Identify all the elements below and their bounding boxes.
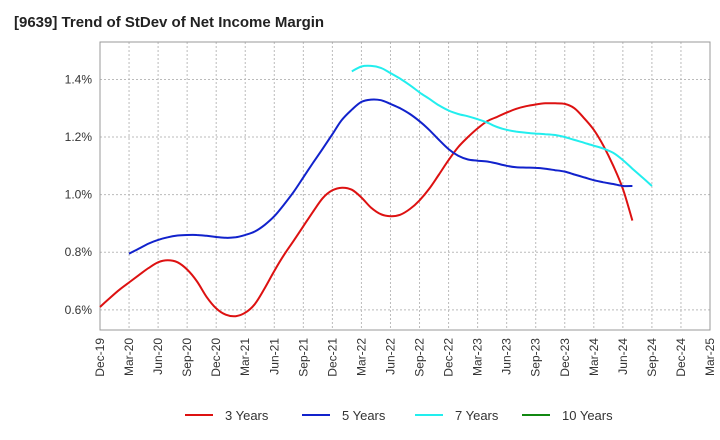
- plot-area: [100, 42, 710, 330]
- x-tick-label: Jun-23: [500, 338, 514, 375]
- series-line-5-years: [128, 98, 633, 255]
- x-tick-label: Dec-20: [209, 338, 223, 377]
- series-line-3-years: [99, 102, 634, 318]
- x-tick-label: Mar-20: [122, 338, 136, 376]
- series-lines: [99, 64, 653, 318]
- legend-label-3-years: 3 Years: [225, 408, 269, 423]
- x-tick-label: Dec-22: [442, 338, 456, 377]
- x-tick-label: Jun-22: [383, 338, 397, 375]
- x-tick-label: Sep-20: [180, 338, 194, 377]
- y-tick-label: 0.6%: [65, 303, 93, 317]
- x-tick-label: Mar-21: [238, 338, 252, 376]
- series-line-7-years: [351, 64, 653, 187]
- x-tick-label: Jun-20: [151, 338, 165, 375]
- x-tick-label: Mar-22: [354, 338, 368, 376]
- x-tick-label: Sep-21: [296, 338, 310, 377]
- y-tick-label: 1.0%: [65, 188, 93, 202]
- x-tick-label: Mar-24: [587, 338, 601, 376]
- x-tick-label: Sep-24: [645, 338, 659, 377]
- x-tick-label: Mar-25: [703, 338, 717, 376]
- legend-label-5-years: 5 Years: [342, 408, 386, 423]
- x-tick-label: Dec-23: [558, 338, 572, 377]
- y-tick-label: 0.8%: [65, 245, 93, 259]
- legend-label-7-years: 7 Years: [455, 408, 499, 423]
- chart-title: [9639] Trend of StDev of Net Income Marg…: [14, 14, 325, 31]
- x-tick-label: Jun-21: [267, 338, 281, 375]
- x-tick-label: Mar-23: [471, 338, 485, 376]
- x-tick-label: Dec-21: [325, 338, 339, 377]
- x-tick-label: Dec-24: [674, 338, 688, 377]
- x-axis: Dec-19 Mar-20 Jun-20 Sep-20 Dec-20 Mar-21 Jun-…: [93, 338, 717, 377]
- plot-border: [99, 41, 711, 331]
- y-tick-label: 1.2%: [65, 130, 93, 144]
- legend-label-10-years: 10 Years: [562, 408, 613, 423]
- y-axis: 0.6% 0.8% 1.0% 1.2% 1.4%: [65, 72, 93, 316]
- x-tick-label: Sep-22: [413, 338, 427, 377]
- x-tick-label: Jun-24: [616, 338, 630, 375]
- x-tick-label: Dec-19: [93, 338, 107, 377]
- legend: 3 Years 5 Years 7 Years 10 Years: [185, 408, 613, 423]
- x-tick-label: Sep-23: [529, 338, 543, 377]
- y-tick-label: 1.4%: [65, 72, 93, 86]
